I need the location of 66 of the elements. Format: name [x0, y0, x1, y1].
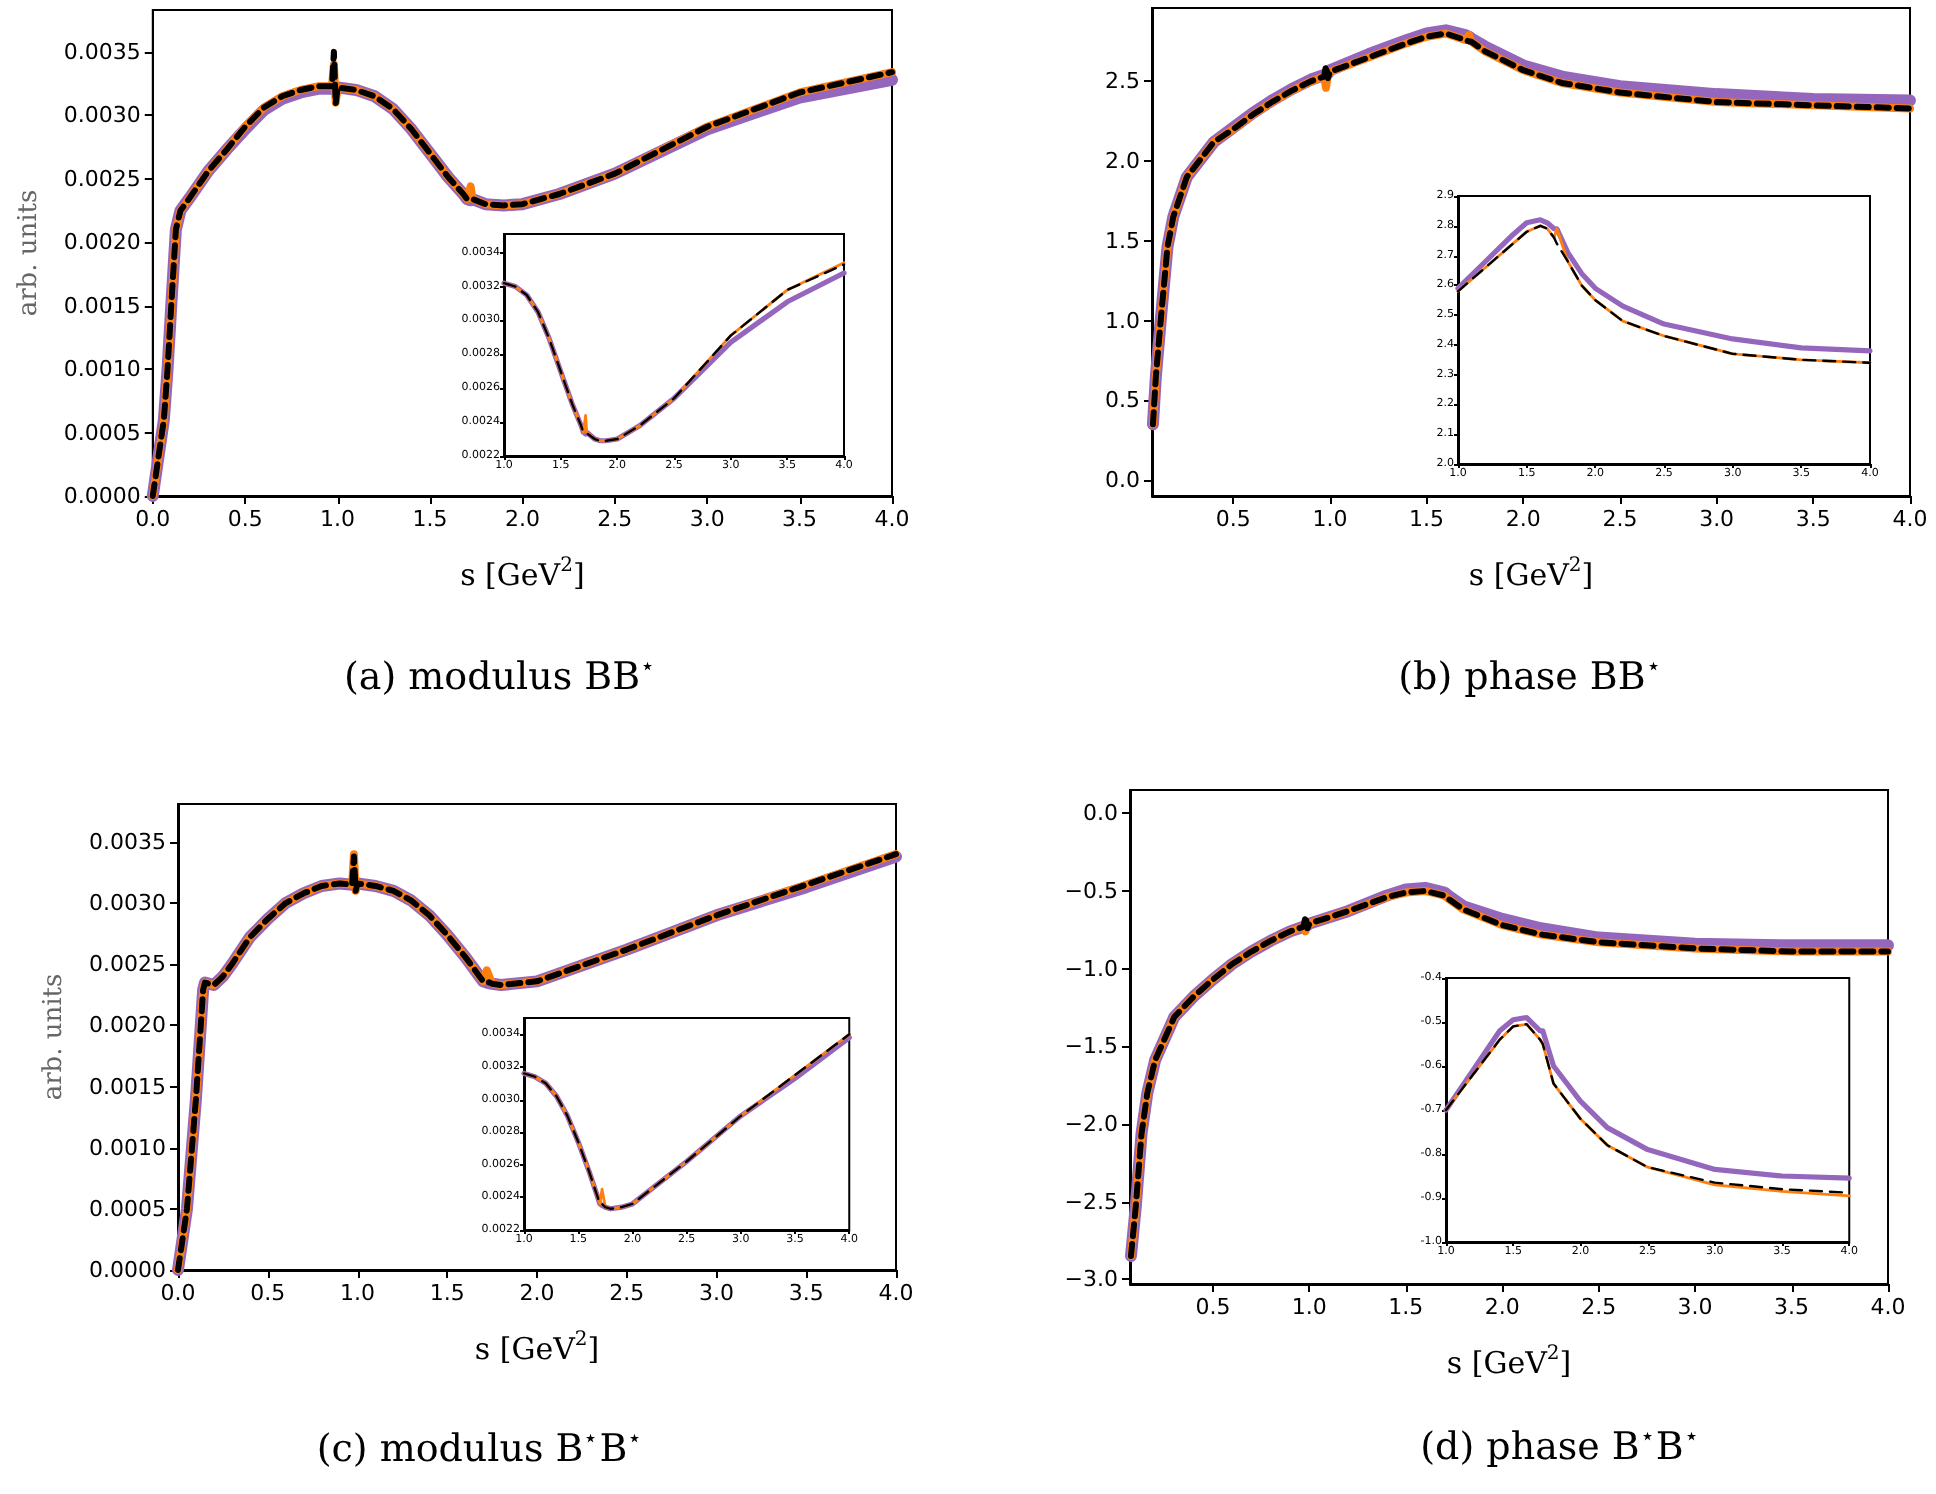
- y-tick-label: 0.0005: [63, 419, 141, 446]
- x-tick-label: 2.0: [1484, 1294, 1520, 1320]
- x-tick-label: 0.5: [1215, 506, 1251, 532]
- text: (c) modulus B⋆B⋆: [316, 1424, 644, 1471]
- x-tick-label: 1.0: [340, 1280, 375, 1306]
- y-tick-label: 0.0010: [63, 356, 141, 383]
- x-tick-label: 3.0: [1699, 506, 1735, 532]
- y-tick-label: 0.0030: [63, 102, 141, 129]
- x-tick-label: 4.0: [874, 506, 910, 532]
- y-tick-label: −3.0: [1064, 1266, 1118, 1293]
- x-tick-label: 1.5: [1388, 1294, 1424, 1320]
- y-tick-label: 0.0010: [89, 1134, 166, 1161]
- text: (a) modulus BB⋆: [343, 652, 657, 699]
- x-tick-label: 0.5: [227, 506, 263, 532]
- y-tick-label: 0.0000: [63, 483, 141, 509]
- x-tick-label: 3.0: [699, 1280, 734, 1306]
- y-tick-label: 2.5: [1105, 68, 1140, 95]
- y-tick-label: −0.5: [1064, 877, 1118, 904]
- y-tick-label: −1.0: [1064, 955, 1118, 982]
- x-tick-label: 1.0: [320, 506, 356, 532]
- x-tick-label: 3.5: [782, 506, 818, 532]
- x-tick-label: 2.5: [1581, 1294, 1617, 1320]
- y-tick-label: 0.0020: [89, 1012, 166, 1039]
- x-tick-label: 2.0: [1505, 506, 1541, 532]
- y-tick-label: 0.0: [1083, 800, 1118, 827]
- x-tick-label: 3.0: [1677, 1294, 1713, 1320]
- x-tick-label: 0.0: [160, 1280, 196, 1306]
- x-tick-label: 1.0: [1291, 1294, 1327, 1320]
- x-tick-label: 2.0: [519, 1280, 555, 1306]
- x-tick-label: 2.5: [609, 1280, 645, 1306]
- y-tick-label: 1.0: [1105, 307, 1140, 334]
- y-tick-label: 0.0035: [63, 38, 141, 65]
- x-tick-label: 2.5: [1602, 506, 1638, 532]
- y-tick-label: 0.0030: [89, 890, 166, 917]
- y-tick-label: 0.0000: [89, 1257, 166, 1283]
- x-tick-label: 3.0: [689, 506, 725, 532]
- x-tick-label: 2.5: [597, 506, 633, 532]
- y-tick-label: −2.5: [1064, 1188, 1118, 1215]
- y-tick-label: 0.0015: [89, 1073, 166, 1100]
- y-tick-label: 2.0: [1105, 148, 1140, 175]
- y-tick-label: 0.5: [1105, 387, 1140, 414]
- x-tick-label: 4.0: [878, 1280, 914, 1306]
- y-tick-label: 0.0035: [89, 828, 166, 855]
- y-tick-label: −2.0: [1064, 1110, 1118, 1137]
- text: (d) phase B⋆B⋆: [1420, 1422, 1700, 1469]
- y-tick-label: 0.0020: [63, 229, 141, 256]
- y-tick-label: −1.5: [1064, 1033, 1118, 1060]
- x-tick-label: 1.0: [1312, 506, 1348, 532]
- y-axis-title: arb. units: [14, 189, 44, 317]
- x-tick-label: 3.5: [1774, 1294, 1810, 1320]
- x-tick-label: 3.5: [1795, 506, 1831, 532]
- y-tick-label: 0.0025: [89, 951, 166, 978]
- y-tick-label: 0.0025: [63, 165, 141, 192]
- x-tick-label: 1.5: [412, 506, 448, 532]
- y-tick-label: 1.5: [1105, 227, 1140, 254]
- x-tick-label: 0.5: [1195, 1294, 1231, 1320]
- x-tick-label: 4.0: [1870, 1294, 1906, 1320]
- text: (b) phase BB⋆: [1398, 652, 1662, 699]
- x-tick-label: 2.0: [504, 506, 540, 532]
- x-tick-label: 0.5: [250, 1280, 286, 1306]
- x-tick-label: 3.5: [788, 1280, 824, 1306]
- y-axis-title: arb. units: [39, 973, 70, 1101]
- x-tick-label: 4.0: [1892, 506, 1928, 532]
- x-tick-label: 1.5: [429, 1280, 465, 1306]
- y-tick-label: 0.0015: [63, 292, 141, 319]
- y-tick-label: 0.0005: [89, 1195, 166, 1222]
